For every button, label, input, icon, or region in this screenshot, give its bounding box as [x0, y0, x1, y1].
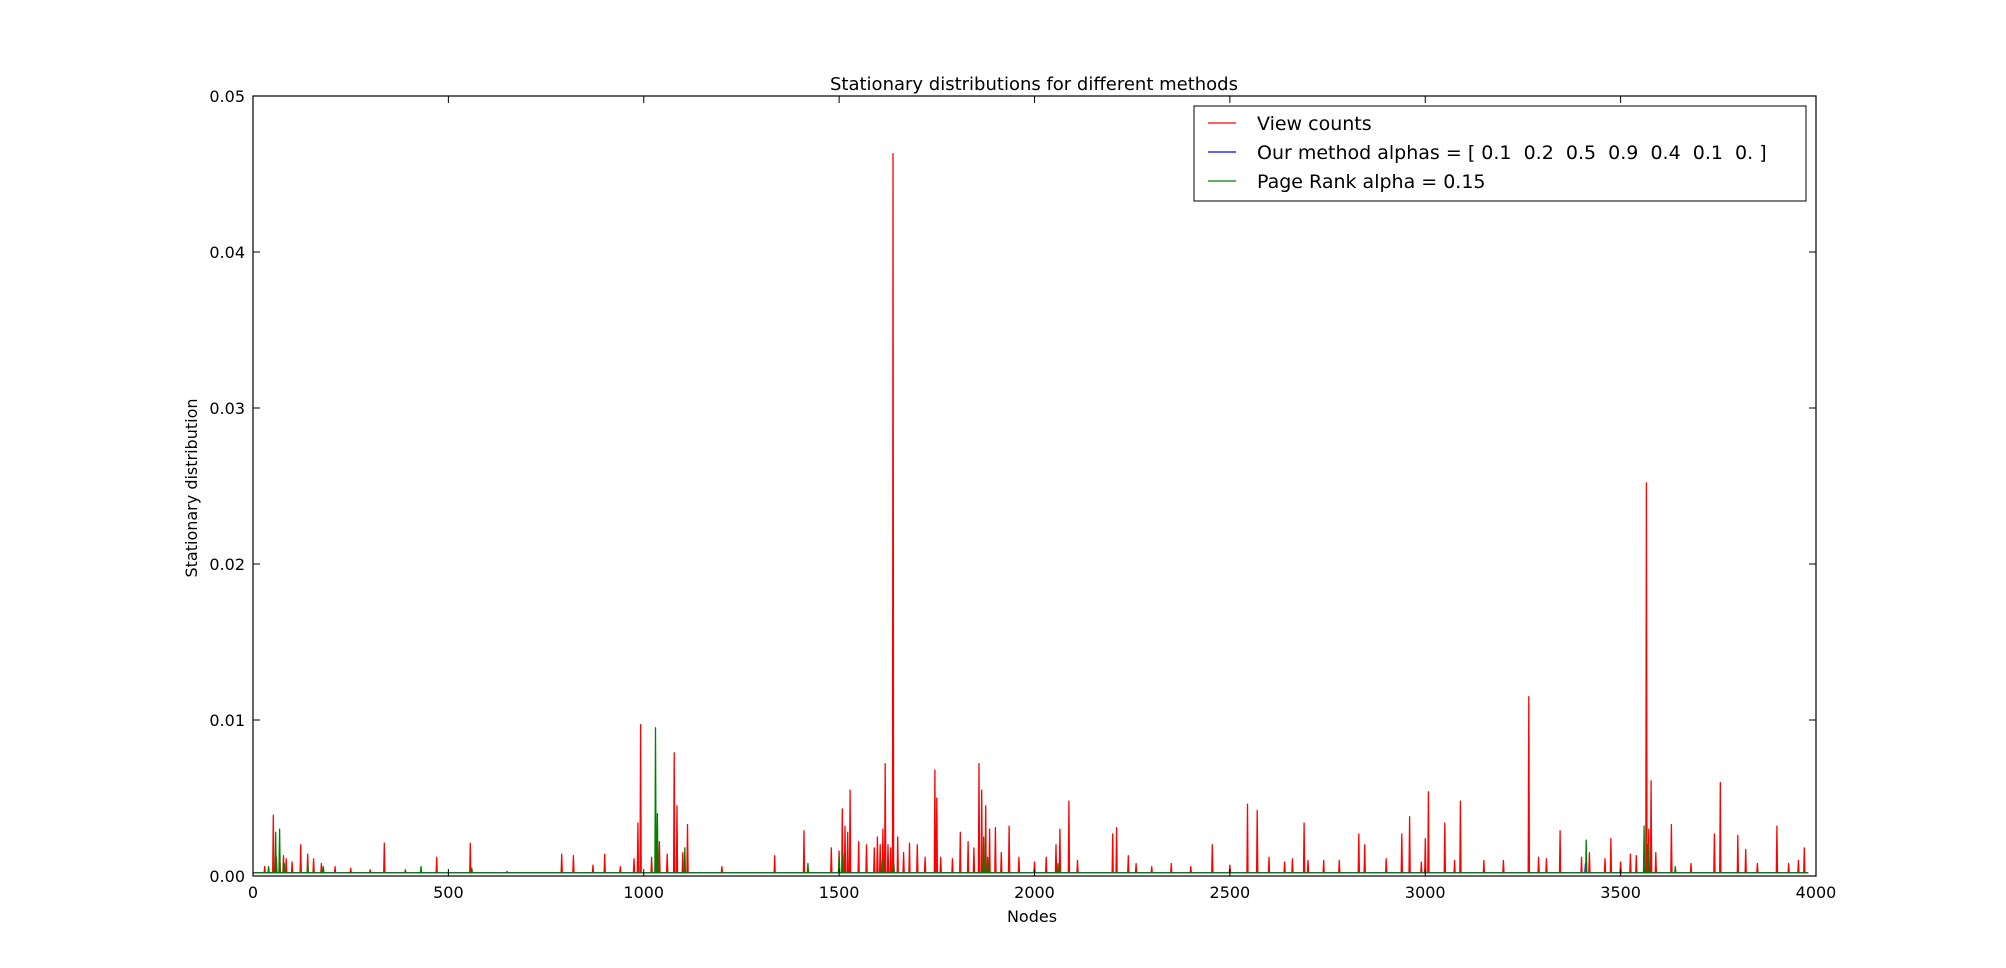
legend: View counts Our method alphas = [ 0.1 0.… — [1193, 105, 1807, 202]
legend-label-page-rank: Page Rank alpha = 0.15 — [1257, 171, 1486, 193]
y-tick-label: 0.00 — [209, 867, 245, 886]
x-tick-label: 2000 — [1014, 883, 1055, 902]
y-tick-label: 0.05 — [209, 87, 245, 106]
x-axis-label: Nodes — [1007, 907, 1057, 926]
x-tick-label: 3500 — [1600, 883, 1641, 902]
legend-box — [1193, 105, 1807, 202]
x-tick-label: 3000 — [1405, 883, 1446, 902]
series-line-2 — [253, 727, 1809, 874]
x-tick-label: 2500 — [1210, 883, 1251, 902]
x-tick-label: 0 — [248, 883, 258, 902]
axis-ticks: 0 500 1000 1500 2000 2500 3000 3500 4000 0.00 0.01… — [209, 87, 1836, 902]
x-tick-label: 4000 — [1796, 883, 1837, 902]
y-tick-label: 0.01 — [209, 711, 245, 730]
chart-title: Stationary distributions for different m… — [830, 74, 1238, 95]
y-axis-label: Stationary distribution — [182, 399, 201, 578]
x-tick-label: 1000 — [623, 883, 664, 902]
legend-label-view-counts: View counts — [1257, 113, 1372, 135]
x-tick-label: 1500 — [819, 883, 860, 902]
plot-lines — [253, 153, 1809, 874]
y-tick-label: 0.04 — [209, 243, 245, 262]
y-tick-label: 0.02 — [209, 555, 245, 574]
x-tick-label: 500 — [433, 883, 464, 902]
legend-label-our-method: Our method alphas = [ 0.1 0.2 0.5 0.9 0.… — [1257, 142, 1767, 164]
y-tick-label: 0.03 — [209, 399, 245, 418]
